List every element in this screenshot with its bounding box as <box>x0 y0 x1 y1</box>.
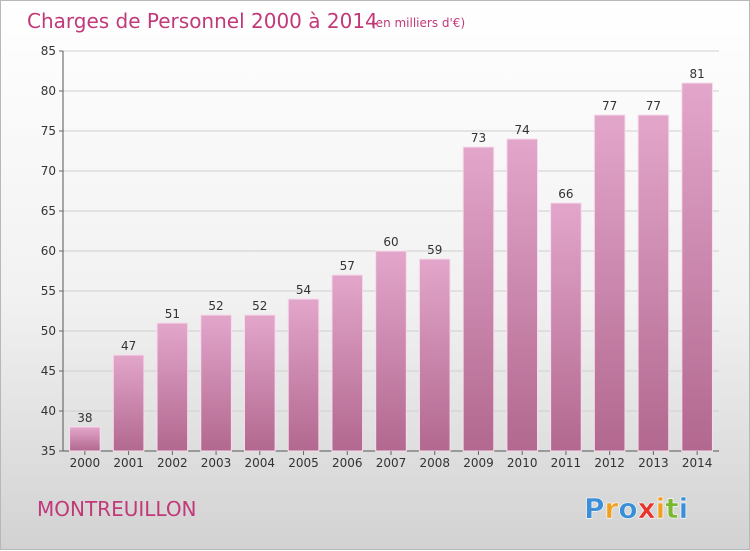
data-label-2002: 51 <box>165 307 180 321</box>
bar-2014 <box>681 82 713 452</box>
bars <box>69 82 713 452</box>
y-tick-label: 80 <box>41 84 56 98</box>
bar-2003 <box>200 314 232 452</box>
data-labels: 38 47 51 52 52 54 57 60 59 73 74 66 77 77 81 <box>77 67 705 425</box>
y-tick-label: 85 <box>41 44 56 58</box>
chart-subtitle: (en milliers d'€) <box>371 16 465 30</box>
y-tick-label: 75 <box>41 124 56 138</box>
y-tick-label: 60 <box>41 244 56 258</box>
x-tick-label-2004: 2004 <box>245 456 276 470</box>
bar-2007 <box>375 250 407 452</box>
bar-2004 <box>243 314 276 452</box>
data-label-2014: 81 <box>689 67 704 81</box>
y-tick-label: 45 <box>41 364 56 378</box>
bar-2000 <box>69 426 101 452</box>
bar-2011 <box>550 202 582 452</box>
data-label-2003: 52 <box>208 299 223 313</box>
bar-2001 <box>112 354 145 452</box>
location-label: MONTREUILLON <box>37 497 197 521</box>
bar-2008 <box>418 258 451 452</box>
logo-letter: i <box>656 492 666 525</box>
bar-2012 <box>593 114 626 452</box>
proxiti-logo: Proxiti <box>584 492 688 525</box>
bar-2013 <box>637 114 670 452</box>
x-tick-label-2009: 2009 <box>463 456 494 470</box>
y-tick-labels: 35 40 45 50 55 60 65 70 75 80 85 <box>41 44 63 458</box>
bar-2009 <box>462 146 495 452</box>
logo-letter: t <box>665 492 678 525</box>
data-label-2000: 38 <box>77 411 92 425</box>
x-tick-label-2001: 2001 <box>113 456 144 470</box>
x-tick-label-2007: 2007 <box>376 456 407 470</box>
bar-2002 <box>156 322 189 452</box>
x-tick-label-2008: 2008 <box>419 456 450 470</box>
data-label-2001: 47 <box>121 339 136 353</box>
x-tick-labels: 2000 2001 2002 2003 2004 2005 2006 2007 2008 2009… <box>70 451 713 470</box>
y-tick-label: 65 <box>41 204 56 218</box>
x-tick-label-2000: 2000 <box>70 456 101 470</box>
y-tick-label: 35 <box>41 444 56 458</box>
x-tick-label-2014: 2014 <box>682 456 713 470</box>
logo-letter: o <box>618 492 637 525</box>
x-tick-label-2002: 2002 <box>157 456 188 470</box>
logo-letter: i <box>679 492 689 525</box>
y-tick-label: 70 <box>41 164 56 178</box>
data-label-2007: 60 <box>383 235 398 249</box>
logo-letter: r <box>605 492 619 525</box>
bar-2006 <box>331 274 364 452</box>
data-label-2005: 54 <box>296 283 311 297</box>
data-label-2010: 74 <box>515 123 530 137</box>
chart-title: Charges de Personnel 2000 à 2014 <box>27 9 378 33</box>
data-label-2009: 73 <box>471 131 486 145</box>
y-tick-label: 55 <box>41 284 56 298</box>
y-tick-label: 50 <box>41 324 56 338</box>
bar-2005 <box>287 298 320 452</box>
data-label-2004: 52 <box>252 299 267 313</box>
logo-letter: x <box>638 492 656 525</box>
logo-letter: P <box>584 492 605 525</box>
x-tick-label-2012: 2012 <box>594 456 625 470</box>
x-tick-label-2003: 2003 <box>201 456 232 470</box>
bar-2010 <box>506 138 539 452</box>
data-label-2011: 66 <box>558 187 573 201</box>
data-label-2008: 59 <box>427 243 442 257</box>
x-tick-label-2010: 2010 <box>507 456 538 470</box>
data-label-2006: 57 <box>340 259 355 273</box>
x-tick-label-2013: 2013 <box>638 456 669 470</box>
data-label-2013: 77 <box>646 99 661 113</box>
data-label-2012: 77 <box>602 99 617 113</box>
x-tick-label-2006: 2006 <box>332 456 363 470</box>
y-tick-label: 40 <box>41 404 56 418</box>
x-tick-label-2005: 2005 <box>288 456 319 470</box>
x-tick-label-2011: 2011 <box>551 456 582 470</box>
